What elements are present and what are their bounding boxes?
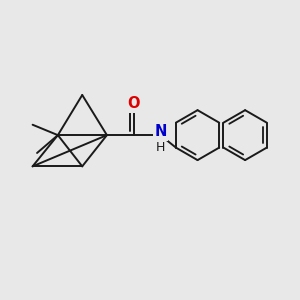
- Text: N: N: [154, 124, 167, 139]
- Text: O: O: [128, 96, 140, 111]
- Text: H: H: [156, 141, 165, 154]
